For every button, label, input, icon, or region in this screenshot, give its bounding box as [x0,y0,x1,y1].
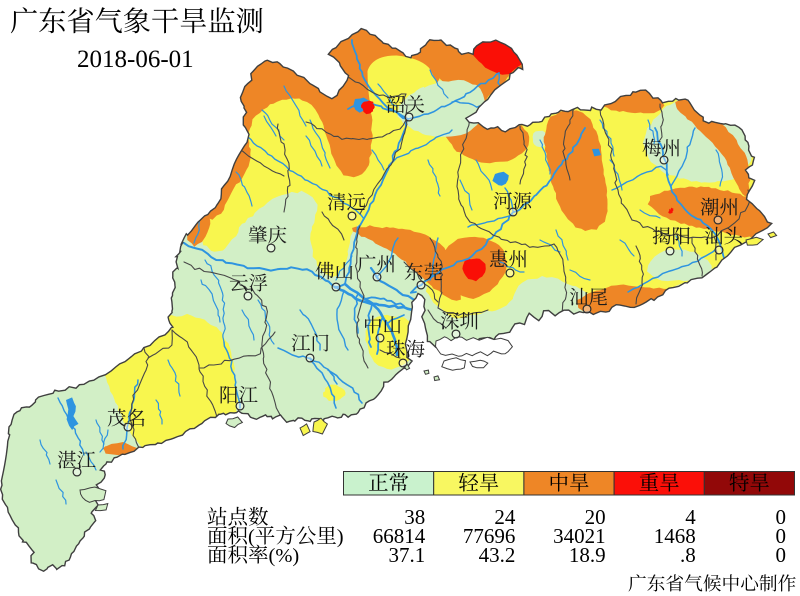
svg-text:24: 24 [494,505,516,529]
svg-text:(: ( [248,526,255,548]
svg-text:18.9: 18.9 [569,543,606,567]
svg-text:): ) [337,526,344,548]
svg-text:43.2: 43.2 [479,543,516,567]
svg-text:4: 4 [685,505,696,529]
svg-text:34021: 34021 [553,524,606,548]
svg-text:66814: 66814 [373,524,426,548]
svg-text:1468: 1468 [654,524,696,548]
svg-text:20: 20 [585,505,606,529]
svg-text:(%): (%) [269,545,300,567]
svg-text:37.1: 37.1 [388,543,425,567]
svg-text:2018-06-01: 2018-06-01 [77,46,194,73]
svg-text:0: 0 [776,524,787,548]
svg-text:0: 0 [776,543,787,567]
svg-text:38: 38 [404,505,425,529]
svg-text:0: 0 [776,505,787,529]
svg-text:77696: 77696 [463,524,516,548]
svg-text:.8: .8 [680,543,696,567]
